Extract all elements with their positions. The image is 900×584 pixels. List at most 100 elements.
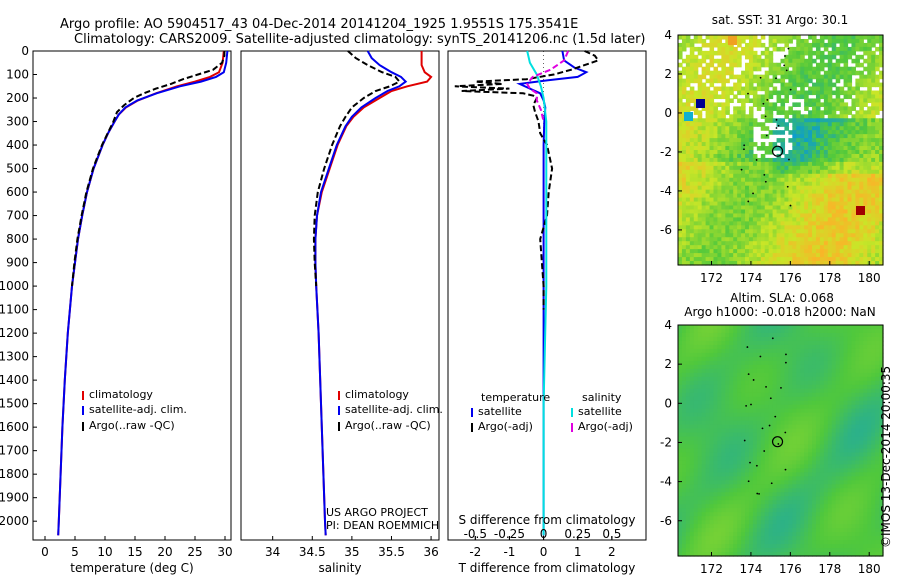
map-cell [745,35,750,40]
map-cell [796,134,801,139]
map-cell [741,472,746,477]
map-cell [824,341,829,346]
map-cell [788,39,793,44]
map-cell [773,393,778,398]
map-cell [804,389,809,394]
map-cell [745,63,750,68]
map-cell [690,365,695,370]
map-cell [710,381,715,386]
map-cell [824,241,829,246]
map-cell [851,357,856,362]
map-cell [753,417,758,422]
map-cell [832,202,837,207]
map-cell [844,91,849,96]
map-cell [769,142,774,147]
map-cell [725,476,730,481]
map-cell [698,190,703,195]
map-cell [863,126,868,131]
map-cell [804,381,809,386]
map-cell [828,126,833,131]
map-cell [725,98,730,103]
map-cell [749,237,754,242]
map-cell [859,456,864,461]
map-cell [808,178,813,183]
map-cell [717,35,722,40]
map-cell [781,249,786,254]
map-cell [694,154,699,159]
map-cell [737,429,742,434]
map-cell [749,357,754,362]
map-cell [800,480,805,485]
map-cell [871,67,876,72]
legend-label: satellite-adj. clim. [345,403,443,416]
map-cell [781,71,786,76]
map-cell [859,186,864,191]
map-cell [729,178,734,183]
map-cell [804,385,809,390]
map-cell [828,91,833,96]
map-cell [741,452,746,457]
map-cell [855,39,860,44]
map-cell [867,110,872,115]
map-cell [859,437,864,442]
map-cell [828,154,833,159]
map-cell [844,126,849,131]
map-cell [781,142,786,147]
map-cell [725,202,730,207]
map-cell [686,381,691,386]
map-cell [769,221,774,226]
map-cell [804,241,809,246]
map-cell [706,79,711,84]
map-cell [777,253,782,258]
map-cell [717,134,722,139]
map-cell [836,249,841,254]
map-cell [836,130,841,135]
map-cell [761,122,766,127]
map-cell [816,221,821,226]
map-cell [820,43,825,48]
map-cell [824,405,829,410]
map-cell [753,369,758,374]
map-cell [796,206,801,211]
map-cell [729,480,734,485]
map-cell [824,377,829,382]
map-cell [828,190,833,195]
map-cell [859,444,864,449]
map-cell [694,126,699,131]
map-cell [749,433,754,438]
map-cell [713,110,718,115]
map-cell [749,349,754,354]
map-cell [820,381,825,386]
map-cell [710,178,715,183]
map-cell [690,126,695,131]
map-cell [741,178,746,183]
map-cell [749,448,754,453]
map-cell [832,373,837,378]
map-cell [717,178,722,183]
map-cell [682,381,687,386]
map-cell [686,417,691,422]
map-cell [710,329,715,334]
map-cell [871,409,876,414]
map-cell [863,221,868,226]
map-cell [773,186,778,191]
map-cell [749,325,754,330]
map-cell [875,341,880,346]
map-cell [761,476,766,481]
map-cell [844,94,849,99]
map-cell [737,198,742,203]
map-cell [804,198,809,203]
map-cell [828,369,833,374]
map-cell [867,241,872,246]
map-cell [816,441,821,446]
map-cell [737,401,742,406]
map-cell [812,166,817,171]
map-cell [761,209,766,214]
map-cell [706,190,711,195]
map-cell [749,170,754,175]
map-cell [816,341,821,346]
map-cell [820,464,825,469]
map-cell [816,217,821,222]
map-cell [682,452,687,457]
map-cell [702,393,707,398]
